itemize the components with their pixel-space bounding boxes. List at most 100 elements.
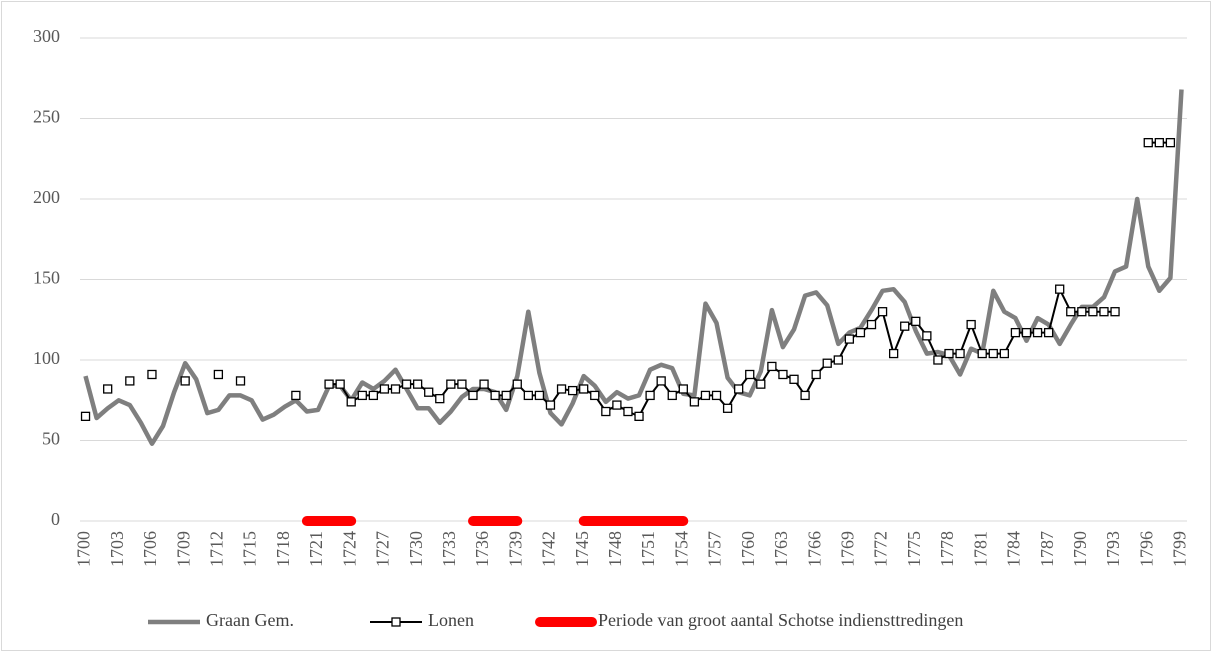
x-tick-label: 1709 (173, 531, 193, 567)
marker (833, 355, 843, 365)
marker (1154, 137, 1164, 148)
x-tick-label: 1790 (1070, 531, 1090, 567)
marker (711, 390, 722, 401)
x-tick-label: 1736 (472, 531, 492, 567)
marker (235, 376, 246, 386)
marker (999, 348, 1009, 359)
marker (944, 348, 954, 359)
marker (722, 403, 733, 413)
x-tick-label: 1781 (970, 531, 990, 567)
marker (479, 379, 489, 389)
marker (80, 411, 91, 422)
marker (446, 379, 456, 389)
marker (346, 397, 356, 407)
marker (357, 390, 367, 401)
x-tick-label: 1733 (439, 531, 459, 567)
marker (335, 379, 345, 389)
y-tick-label: 100 (33, 348, 60, 368)
marker (911, 316, 921, 327)
marker (468, 390, 478, 401)
marker (490, 390, 500, 401)
marker (567, 385, 578, 396)
y-tick-label: 150 (33, 268, 60, 288)
marker (1032, 327, 1043, 338)
marker (678, 384, 688, 394)
marker (966, 319, 976, 330)
marker (523, 390, 533, 401)
marker (756, 379, 766, 389)
marker (424, 387, 434, 397)
x-tick-label: 1700 (74, 531, 94, 567)
marker (457, 379, 467, 389)
x-tick-label: 1793 (1103, 531, 1123, 567)
marker (955, 348, 965, 359)
legend-marker (391, 617, 401, 627)
marker (390, 384, 401, 394)
marker (412, 379, 423, 389)
marker (745, 369, 755, 380)
marker (700, 390, 711, 401)
marker (822, 358, 832, 368)
x-tick-label: 1742 (539, 531, 559, 567)
x-tick-label: 1799 (1170, 531, 1190, 567)
marker (778, 369, 788, 380)
marker (612, 400, 622, 410)
x-tick-label: 1706 (140, 531, 160, 567)
x-tick-label: 1754 (671, 531, 691, 567)
marker (401, 379, 412, 389)
marker (1143, 137, 1153, 148)
marker (556, 384, 567, 394)
marker (767, 361, 777, 372)
marker (1099, 307, 1109, 317)
marker (1010, 327, 1021, 338)
marker (623, 406, 633, 417)
marker (1021, 327, 1032, 338)
marker (645, 390, 655, 401)
marker (590, 390, 600, 401)
marker (689, 397, 700, 407)
x-tick-label: 1715 (240, 531, 260, 567)
marker (1066, 307, 1076, 317)
marker (534, 390, 545, 401)
x-tick-label: 1721 (306, 531, 326, 567)
legend-label: Graan Gem. (206, 610, 294, 630)
marker (800, 390, 810, 401)
y-tick-label: 200 (33, 187, 60, 207)
x-tick-label: 1778 (937, 531, 957, 567)
x-tick-label: 1727 (373, 531, 393, 567)
x-tick-label: 1760 (738, 531, 758, 567)
legend-label: Lonen (428, 610, 474, 630)
marker (1043, 327, 1054, 338)
marker (1165, 137, 1176, 148)
y-tick-label: 50 (42, 429, 60, 449)
y-tick-label: 250 (33, 107, 60, 127)
marker (844, 334, 855, 344)
marker (545, 400, 556, 410)
marker (933, 355, 943, 365)
marker (977, 348, 987, 359)
marker (667, 390, 677, 401)
x-tick-label: 1796 (1136, 531, 1156, 567)
marker (922, 331, 932, 341)
marker (1088, 307, 1098, 317)
x-tick-label: 1787 (1037, 531, 1057, 567)
marker (512, 379, 522, 389)
marker (501, 390, 511, 401)
x-tick-label: 1751 (638, 531, 658, 567)
y-tick-label: 300 (33, 26, 60, 46)
marker (368, 390, 379, 401)
marker (579, 384, 589, 394)
marker (291, 390, 301, 401)
marker (125, 376, 135, 386)
marker (988, 348, 998, 359)
marker (634, 411, 644, 422)
marker (324, 379, 334, 389)
marker (213, 369, 224, 380)
series-line (83, 89, 1184, 446)
x-tick-label: 1745 (572, 531, 592, 567)
marker (877, 307, 888, 317)
x-tick-label: 1766 (804, 531, 824, 567)
y-tick-label: 0 (51, 509, 60, 529)
